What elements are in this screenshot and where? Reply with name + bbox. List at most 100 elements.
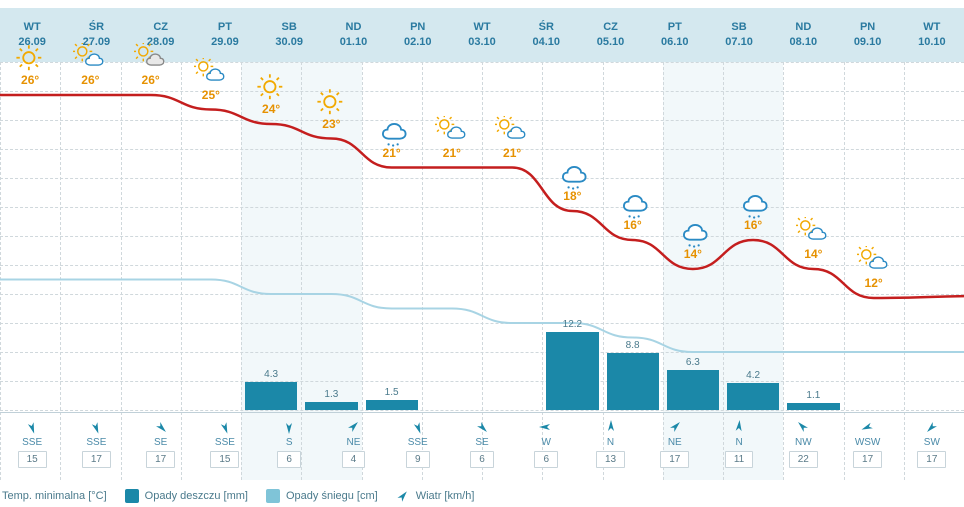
wind-arrow-icon — [731, 419, 747, 435]
wind-direction: N — [707, 437, 771, 448]
high-temp: 14° — [671, 247, 715, 261]
weather-icon — [13, 43, 47, 71]
rain-value: 8.8 — [603, 340, 663, 351]
legend-label: Wiatr [km/h] — [416, 490, 475, 502]
weather-icon — [616, 188, 650, 216]
day-forecast: 16° — [611, 188, 655, 232]
legend-label: Temp. minimalna [°C] — [2, 490, 107, 502]
day-of-week: ŚR — [539, 21, 554, 33]
wind-arrow-icon — [795, 419, 811, 435]
wind-speed: 22 — [789, 451, 818, 468]
rain-value: 4.3 — [241, 369, 301, 380]
wind-col: W6 — [514, 413, 578, 480]
wind-speed: 13 — [596, 451, 625, 468]
wind-speed: 15 — [18, 451, 47, 468]
date: 03.10 — [468, 36, 496, 48]
day-of-week: WT — [24, 21, 41, 33]
wind-direction: W — [514, 437, 578, 448]
wind-arrow-icon — [538, 419, 554, 435]
day-forecast: 18° — [550, 159, 594, 203]
wind-speed: 4 — [342, 451, 366, 468]
wind-arrow-icon — [603, 419, 619, 435]
day-of-week: WT — [473, 21, 490, 33]
day-forecast: 21° — [490, 116, 534, 160]
wind-col: SE17 — [129, 413, 193, 480]
day-forecast: 26° — [68, 43, 112, 87]
header-col: PN09.10 — [835, 8, 899, 62]
day-of-week: ND — [346, 21, 362, 33]
wind-direction: SSE — [386, 437, 450, 448]
wind-col: SW17 — [900, 413, 964, 480]
wind-arrow-icon — [281, 419, 297, 435]
wind-col: SSE 9 — [386, 413, 450, 480]
high-temp: 21° — [490, 146, 534, 160]
wind-row: SSE15SSE17SE17SSE15S6NE4SSE9SE6W6N13NE17… — [0, 412, 964, 480]
weather-icon — [134, 43, 168, 71]
date: 01.10 — [340, 36, 368, 48]
weather-icon — [254, 72, 288, 100]
date: 07.10 — [725, 36, 753, 48]
day-forecast: 26° — [129, 43, 173, 87]
high-temp: 21° — [430, 146, 474, 160]
wind-speed: 6 — [534, 451, 558, 468]
header-col: PT29.09 — [193, 8, 257, 62]
wind-arrow-icon — [860, 419, 876, 435]
wind-arrow-icon — [667, 419, 683, 435]
header-col: PN 02.10 — [386, 8, 450, 62]
day-forecast: 25° — [189, 58, 233, 102]
wind-direction: SSE — [0, 437, 64, 448]
weather-icon — [796, 217, 830, 245]
rain-value: 1.1 — [783, 390, 843, 401]
high-temp: 23° — [309, 117, 353, 131]
date: 10.10 — [918, 36, 946, 48]
rain-value: 1.3 — [301, 389, 361, 400]
weather-icon — [495, 116, 529, 144]
weather-icon — [676, 217, 710, 245]
legend: Temp. minimalna [°C]Opady deszczu [mm]Op… — [2, 486, 964, 506]
high-temp: 16° — [731, 218, 775, 232]
forecast-chart: WT26.09ŚR27.09CZ28.09PT29.09SB30.09ND01.… — [0, 0, 964, 507]
wind-speed: 6 — [470, 451, 494, 468]
rain-bar — [245, 382, 297, 410]
legend-item: Temp. minimalna [°C] — [2, 490, 107, 502]
date: 04.10 — [532, 36, 560, 48]
day-of-week: PN — [410, 21, 425, 33]
day-forecast: 12° — [852, 246, 896, 290]
rain-value: 1.5 — [362, 387, 422, 398]
rain-bar — [667, 370, 719, 411]
wind-arrow-icon — [924, 419, 940, 435]
wind-col: S6 — [257, 413, 321, 480]
wind-speed: 9 — [406, 451, 430, 468]
header-col: CZ05.10 — [578, 8, 642, 62]
high-temp: 26° — [8, 73, 52, 87]
day-forecast: 16° — [731, 188, 775, 232]
wind-direction: SW — [900, 437, 964, 448]
rain-bar — [607, 353, 659, 410]
day-forecast: 14° — [791, 217, 835, 261]
wind-direction: SSE — [193, 437, 257, 448]
header-col: WT 03.10 — [450, 8, 514, 62]
wind-arrow-icon — [217, 419, 233, 435]
header-col: ŚR 04.10 — [514, 8, 578, 62]
day-of-week: SB — [282, 21, 297, 33]
date: 29.09 — [211, 36, 239, 48]
header-col: PT06.10 — [643, 8, 707, 62]
legend-item: Opady deszczu [mm] — [125, 489, 248, 503]
wind-col: NE 4 — [321, 413, 385, 480]
high-temp: 24° — [249, 102, 293, 116]
date: 06.10 — [661, 36, 689, 48]
date: 02.10 — [404, 36, 432, 48]
wind-speed: 11 — [725, 451, 753, 468]
legend-swatch — [266, 489, 280, 503]
day-forecast: 14° — [671, 217, 715, 261]
legend-label: Opady deszczu [mm] — [145, 490, 248, 502]
precipitation-bars: 4.31.31.512.28.86.34.21.1 — [0, 310, 964, 410]
day-of-week: ND — [795, 21, 811, 33]
wind-col: WSW17 — [835, 413, 899, 480]
wind-speed: 17 — [146, 451, 175, 468]
wind-speed: 15 — [210, 451, 239, 468]
wind-direction: NE — [321, 437, 385, 448]
high-temp: 25° — [189, 88, 233, 102]
day-forecast: 26° — [8, 43, 52, 87]
high-temp: 21° — [370, 146, 414, 160]
